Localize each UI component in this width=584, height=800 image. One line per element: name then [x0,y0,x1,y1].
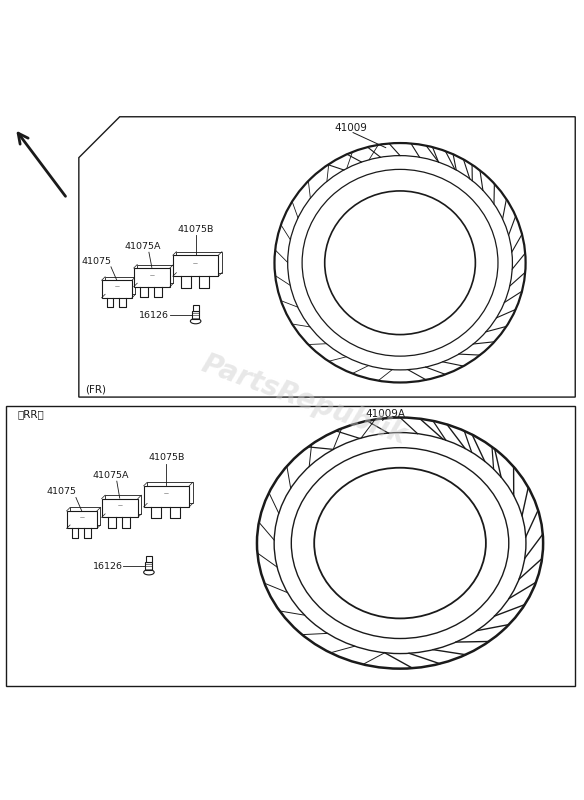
FancyBboxPatch shape [145,562,152,570]
FancyBboxPatch shape [67,511,97,529]
Text: (FR): (FR) [85,384,106,394]
Bar [6,406,575,686]
Text: —: — [150,273,154,278]
Text: 41075: 41075 [81,257,112,266]
Text: 16126: 16126 [93,562,123,571]
FancyBboxPatch shape [102,498,138,518]
Text: 41075B: 41075B [148,454,185,462]
Text: 16126: 16126 [140,311,169,320]
Text: —: — [117,504,122,509]
Text: —: — [79,515,84,521]
FancyBboxPatch shape [146,556,152,562]
FancyBboxPatch shape [102,280,132,298]
Text: 41009: 41009 [334,122,367,133]
FancyBboxPatch shape [192,310,199,319]
Text: 41075: 41075 [46,487,77,496]
Text: 41075B: 41075B [178,225,214,234]
Text: PartsRepublik: PartsRepublik [197,350,410,450]
FancyBboxPatch shape [144,486,189,507]
Text: 41075A: 41075A [125,242,161,251]
Ellipse shape [190,318,201,324]
Text: 〈RR〉: 〈RR〉 [18,409,44,418]
FancyBboxPatch shape [193,305,199,310]
FancyBboxPatch shape [173,255,218,276]
FancyBboxPatch shape [134,268,170,286]
Text: 41009A: 41009A [366,409,405,418]
Text: —: — [164,492,169,497]
Text: —: — [193,261,198,266]
Text: 41075A: 41075A [93,471,129,480]
Ellipse shape [144,570,154,575]
Text: —: — [114,285,119,290]
